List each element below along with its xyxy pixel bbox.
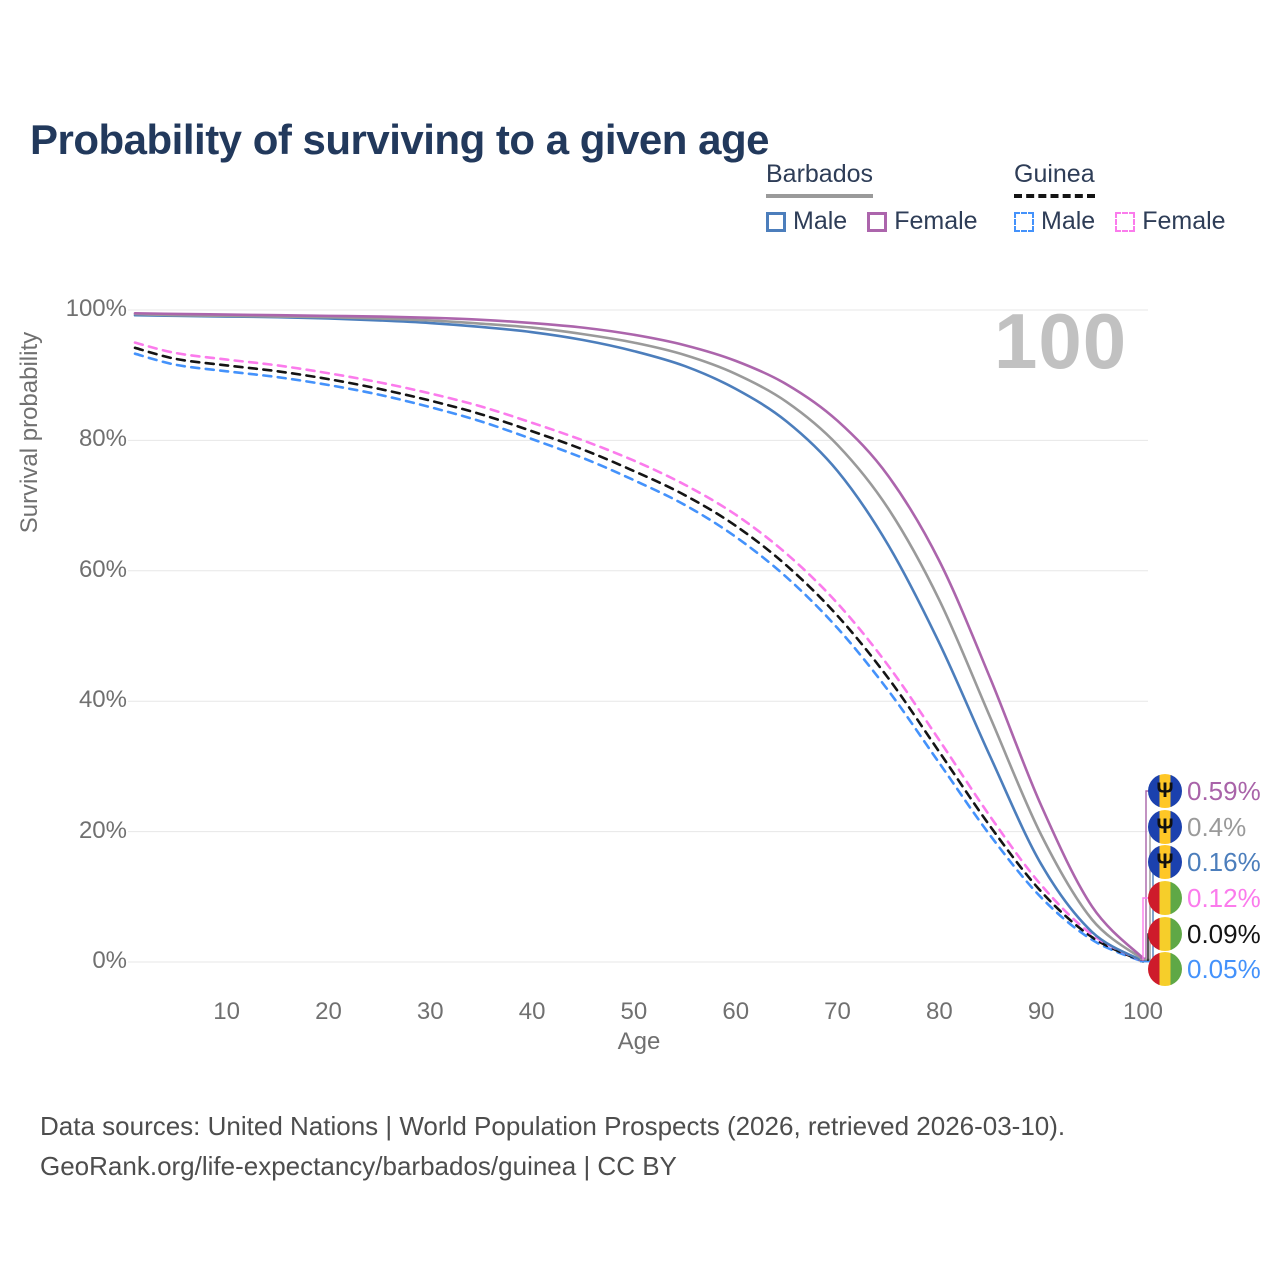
page-title: Probability of surviving to a given age [30, 116, 769, 164]
legend-item-label: Female [894, 207, 978, 235]
x-tick-label: 30 [416, 998, 444, 1025]
legend-group-barbados: Barbados Male Female [766, 160, 978, 236]
series-end-label-guinea-male[interactable]: 0.05% [1148, 952, 1261, 986]
series-end-label-barbados-male[interactable]: Ψ 0.16% [1148, 845, 1261, 879]
y-tick-label: 80% [78, 425, 127, 453]
x-tick-label: 80 [926, 998, 953, 1025]
citation-line: GeoRank.org/life-expectancy/barbados/gui… [40, 1151, 677, 1181]
barbados-flag-icon: Ψ [1148, 845, 1182, 879]
series-end-label-guinea-female[interactable]: 0.12% [1148, 881, 1261, 915]
footer-note: Data sources: United Nations | World Pop… [40, 1106, 1065, 1186]
end-value-label: 0.12% [1187, 882, 1261, 913]
curve-barbados-both[interactable] [133, 312, 1145, 961]
legend-item-barbados-female[interactable]: Female [867, 207, 978, 236]
end-value-label: 0.16% [1187, 846, 1261, 877]
curve-barbados-female[interactable] [133, 311, 1145, 960]
x-tick-label: 90 [1027, 998, 1055, 1025]
guinea-flag-icon [1148, 881, 1182, 915]
barbados-flag-icon: Ψ [1148, 774, 1182, 808]
curve-guinea-both[interactable] [133, 346, 1145, 963]
y-tick-label: 20% [78, 816, 127, 844]
x-tick-label: 100 [1122, 998, 1164, 1025]
x-tick-label: 20 [315, 998, 342, 1025]
legend-heading-barbados[interactable]: Barbados [766, 160, 874, 198]
trident-emblem-icon: Ψ [1156, 850, 1174, 873]
legend-item-guinea-male[interactable]: Male [1014, 207, 1095, 236]
y-tick-label: 0% [92, 947, 127, 974]
trident-emblem-icon: Ψ [1156, 815, 1174, 838]
legend-item-barbados-male[interactable]: Male [766, 207, 847, 236]
age-watermark: 100 [994, 297, 1128, 385]
barbados-female-swatch-icon [867, 211, 888, 232]
trident-emblem-icon: Ψ [1156, 779, 1174, 802]
end-value-label: 0.59% [1187, 775, 1261, 806]
guinea-female-swatch-icon [1115, 211, 1136, 232]
legend-item-label: Female [1142, 207, 1226, 235]
x-tick-label: 10 [213, 998, 240, 1025]
guinea-flag-icon [1148, 917, 1182, 951]
y-tick-label: 60% [78, 555, 127, 583]
series-end-label-barbados-both[interactable]: Ψ 0.4% [1148, 810, 1246, 844]
end-value-label: 0.09% [1187, 918, 1261, 949]
y-tick-label: 40% [78, 686, 127, 714]
x-tick-label: 70 [824, 998, 851, 1025]
legend-item-guinea-female[interactable]: Female [1115, 207, 1226, 236]
x-axis-title: Age [617, 1028, 661, 1055]
data-sources-line: Data sources: United Nations | World Pop… [40, 1111, 1066, 1141]
legend-heading-guinea[interactable]: Guinea [1014, 160, 1095, 198]
guinea-flag-icon [1148, 952, 1182, 986]
end-value-label: 0.4% [1187, 811, 1247, 842]
curve-guinea-male[interactable] [133, 352, 1145, 963]
x-tick-label: 40 [518, 998, 546, 1025]
barbados-flag-icon: Ψ [1148, 810, 1182, 844]
x-tick-label: 50 [620, 998, 648, 1025]
curve-guinea-female[interactable] [133, 341, 1145, 963]
guinea-male-swatch-icon [1014, 211, 1034, 232]
series-end-label-guinea-both[interactable]: 0.09% [1148, 917, 1261, 951]
barbados-male-swatch-icon [766, 211, 786, 232]
y-tick-label: 100% [65, 295, 127, 322]
x-tick-label: 60 [722, 998, 750, 1025]
curve-barbados-male[interactable] [133, 313, 1145, 963]
legend-item-label: Male [1041, 207, 1096, 235]
legend-item-label: Male [793, 207, 848, 235]
legend-group-guinea: Guinea Male Female [1014, 160, 1226, 236]
end-value-label: 0.05% [1187, 953, 1261, 984]
series-end-label-barbados-female[interactable]: Ψ 0.59% [1148, 774, 1261, 808]
y-axis-title: Survival probability [16, 331, 43, 534]
